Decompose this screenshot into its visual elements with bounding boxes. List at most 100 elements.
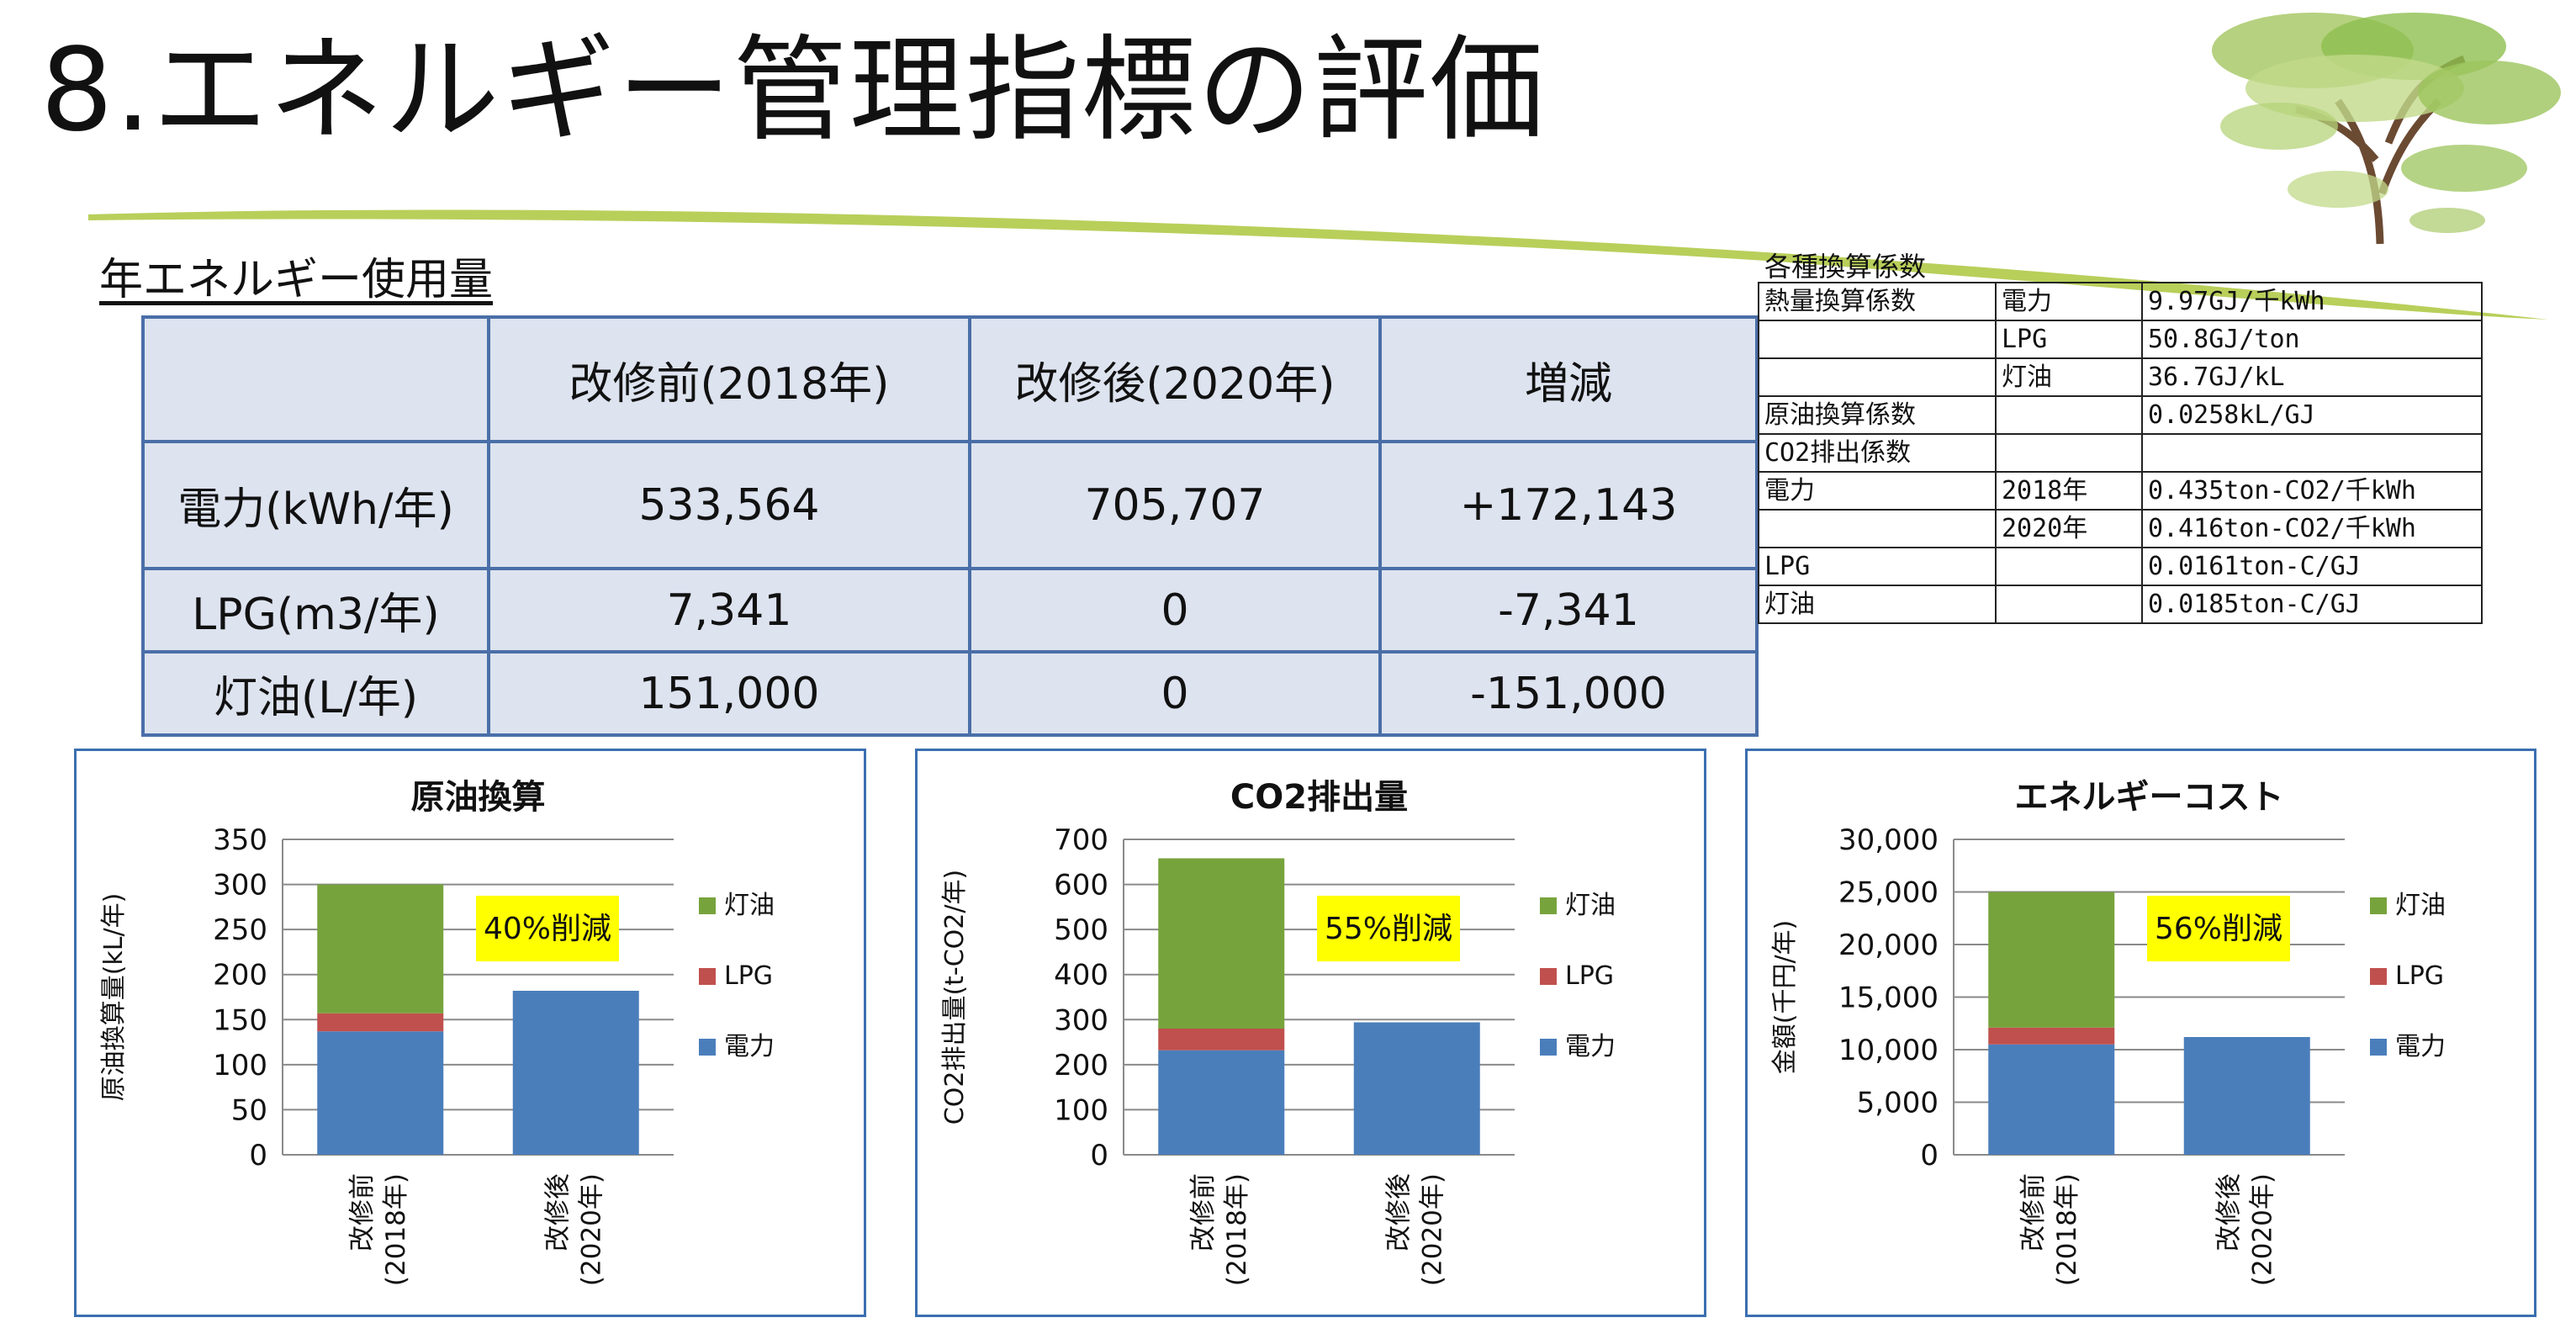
- header-cell: [141, 315, 490, 443]
- conversion-cell: 電力: [1758, 471, 1997, 511]
- usage-table-header: 改修前(2018年) 改修後(2020年) 増減: [141, 315, 1759, 443]
- conversion-cell: [1995, 433, 2143, 473]
- energy-cost-chart: エネルギーコスト 30,000 25,000 20,000 15,000 10,000 5,…: [1770, 778, 2446, 1286]
- bar-LPG: [317, 1013, 444, 1032]
- y-tick-label: 15,000: [1838, 982, 1939, 1015]
- conversion-cell: 2018年: [1995, 471, 2143, 511]
- x-category-label: 改修後: [2214, 1173, 2244, 1252]
- conversion-row: 熱量換算係数 電力 9.97GJ/千kWh: [1758, 282, 2483, 321]
- bar-電力: [512, 991, 639, 1155]
- y-tick-label: 10,000: [1838, 1034, 1939, 1067]
- legend-label: 灯油: [1565, 891, 1616, 920]
- conversion-cell: 電力: [1995, 282, 2143, 321]
- conversion-cell: 0.416ton-CO2/千kWh: [2141, 509, 2483, 548]
- x-category-label: 改修後: [1383, 1173, 1414, 1252]
- reduction-callout-text: 56%削減: [2155, 912, 2282, 946]
- conversion-cell: 50.8GJ/ton: [2141, 320, 2483, 359]
- conversion-row: 灯油 0.0185ton-C/GJ: [1758, 585, 2483, 624]
- x-category-label: (2020年): [2247, 1173, 2277, 1286]
- table-row: 電力(kWh/年) 533,564 705,707 +172,143: [141, 440, 1759, 570]
- legend-label: LPG: [724, 961, 773, 991]
- table-cell: 533,564: [487, 440, 971, 570]
- y-tick-label: 100: [1054, 1093, 1108, 1127]
- table-cell: 7,341: [487, 567, 971, 654]
- chart-title: エネルギーコスト: [2015, 778, 2284, 817]
- y-tick-label: 0: [1920, 1139, 1939, 1172]
- reduction-callout-box: [2147, 896, 2290, 961]
- table-cell: 0: [968, 567, 1382, 654]
- legend-swatch: [1540, 968, 1557, 985]
- y-tick-label: 300: [213, 869, 267, 902]
- table-cell: 151,000: [487, 650, 971, 737]
- co2-chart: CO2排出量 700 600 500 400 300 200 100 0 CO2排出量(t-CO2…: [940, 778, 1616, 1286]
- chart-panel-co2: CO2排出量 700 600 500 400 300 200 100 0 CO2排出量(t-CO2…: [915, 749, 1706, 1317]
- table-cell: 705,707: [968, 440, 1382, 570]
- bar-灯油: [1988, 892, 2115, 1028]
- header-cell: 増減: [1378, 315, 1759, 443]
- legend-swatch: [1540, 897, 1557, 914]
- bar-電力: [317, 1031, 444, 1155]
- legend-swatch: [1540, 1039, 1557, 1056]
- legend-label: 電力: [724, 1032, 775, 1061]
- x-category-label: (2020年): [1417, 1173, 1447, 1286]
- conversion-cell: CO2排出係数: [1758, 433, 1997, 473]
- bar-電力: [1988, 1044, 2115, 1155]
- conversion-cell: LPG: [1995, 320, 2143, 359]
- conversion-cell: [1995, 395, 2143, 435]
- bar-LPG: [1158, 1029, 1285, 1050]
- table-cell: +172,143: [1378, 440, 1759, 570]
- conversion-cell: 0.0185ton-C/GJ: [2141, 585, 2483, 624]
- header-cell: 改修前(2018年): [487, 315, 971, 443]
- chart-title: CO2排出量: [1230, 778, 1408, 817]
- y-tick-label: 20,000: [1838, 929, 1939, 962]
- legend-swatch: [2370, 1039, 2387, 1056]
- chart-title: 原油換算: [411, 778, 546, 817]
- y-tick-label: 200: [213, 959, 267, 992]
- conversion-cell: [1758, 509, 1997, 548]
- bar-灯油: [317, 884, 444, 1013]
- conversion-cell: [1995, 585, 2143, 624]
- x-category-label: (2018年): [381, 1173, 411, 1286]
- conversion-row: LPG 50.8GJ/ton: [1758, 320, 2483, 359]
- bar-灯油: [1158, 858, 1285, 1029]
- y-tick-label: 350: [213, 823, 267, 857]
- table-row: LPG(m3/年) 7,341 0 -7,341: [141, 567, 1759, 654]
- usage-section-title: 年エネルギー使用量: [99, 255, 494, 305]
- row-label: 電力(kWh/年): [141, 440, 490, 570]
- x-category-label: 改修後: [542, 1173, 573, 1252]
- chart-panel-energy-cost: エネルギーコスト 30,000 25,000 20,000 15,000 10,000 5,…: [1745, 749, 2536, 1317]
- y-tick-label: 100: [213, 1049, 267, 1082]
- conversion-cell: 36.7GJ/kL: [2141, 357, 2483, 397]
- conversion-row: 原油換算係数 0.0258kL/GJ: [1758, 395, 2483, 435]
- y-tick-label: 0: [249, 1139, 267, 1172]
- table-row: 灯油(L/年) 151,000 0 -151,000: [141, 650, 1759, 737]
- bar-電力: [1353, 1022, 1480, 1155]
- y-axis-label: CO2排出量(t-CO2/年): [940, 870, 970, 1125]
- y-tick-label: 0: [1090, 1139, 1108, 1172]
- table-cell: -7,341: [1378, 567, 1759, 654]
- y-tick-label: 5,000: [1857, 1087, 1939, 1120]
- x-category-label: 改修前: [1188, 1173, 1219, 1252]
- conversion-row: 灯油 36.7GJ/kL: [1758, 357, 2483, 397]
- conversion-cell: 0.0258kL/GJ: [2141, 395, 2483, 435]
- y-tick-label: 250: [213, 913, 267, 947]
- x-category-label: 改修前: [2018, 1173, 2049, 1252]
- legend-label: 灯油: [724, 891, 775, 920]
- conversion-cell: LPG: [1758, 547, 1997, 586]
- x-category-label: (2018年): [2052, 1173, 2082, 1286]
- conversion-row: CO2排出係数: [1758, 433, 2483, 473]
- legend-swatch: [699, 897, 716, 914]
- table-cell: -151,000: [1378, 650, 1759, 737]
- y-tick-label: 600: [1054, 869, 1108, 902]
- conversion-cell: [2141, 433, 2483, 473]
- x-category-label: 改修前: [347, 1173, 378, 1252]
- reduction-callout-box: [476, 896, 619, 961]
- bar-電力: [1158, 1050, 1285, 1155]
- header-cell: 改修後(2020年): [968, 315, 1382, 443]
- decorative-swoosh: [88, 209, 2548, 320]
- table-cell: 0: [968, 650, 1382, 737]
- legend-swatch: [2370, 968, 2387, 985]
- conversion-cell: 灯油: [1758, 585, 1997, 624]
- conversion-cell: 2020年: [1995, 509, 2143, 548]
- reduction-callout-text: 40%削減: [484, 912, 611, 946]
